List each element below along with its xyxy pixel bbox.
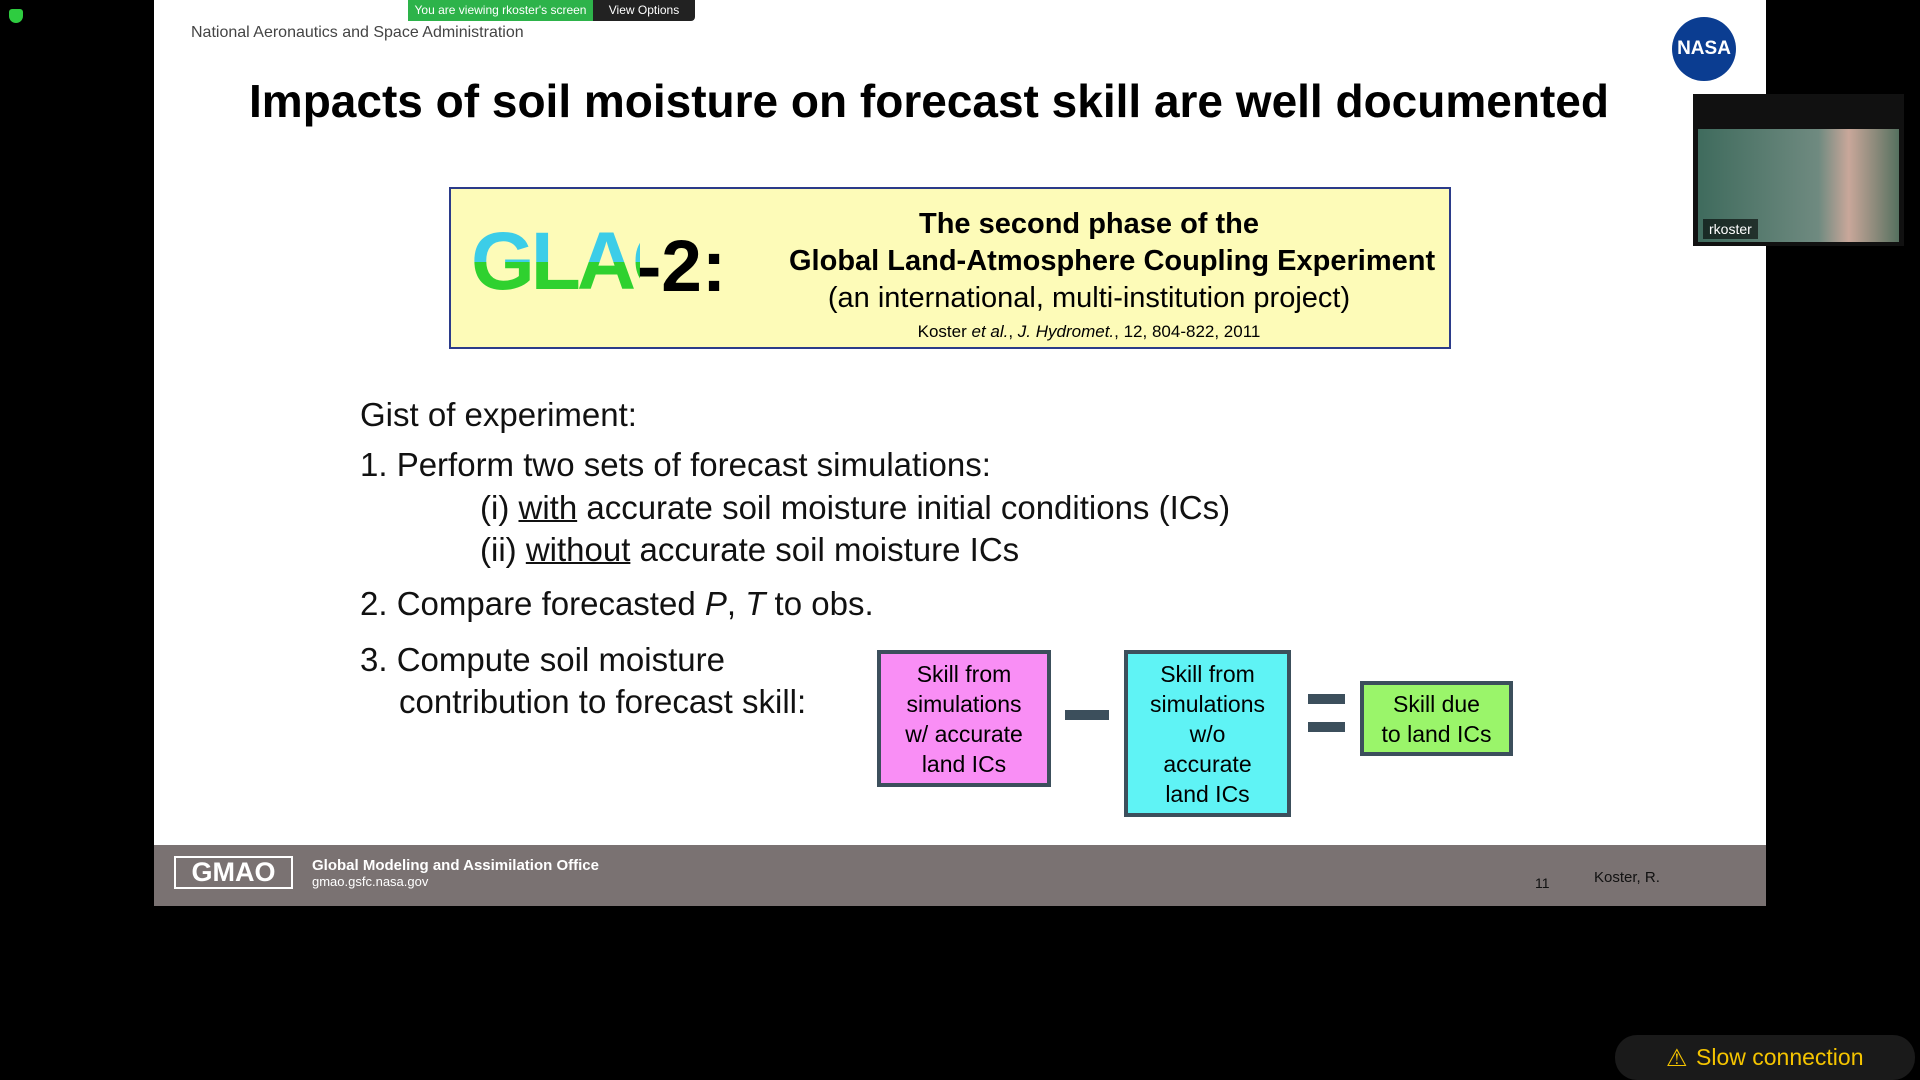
intro: Gist of experiment: [360, 396, 637, 433]
glace-line: Global Land-Atmosphere Coupling Experime… [789, 245, 1436, 277]
glace-suffix: -2: [637, 226, 727, 307]
minus [1065, 710, 1109, 720]
citation-part: , 12, 804-822, 2011 [1114, 322, 1261, 341]
text: (ii) [480, 531, 526, 568]
equals [1308, 722, 1345, 732]
gmao-logo: GMAO [174, 856, 293, 889]
office: Global Modeling and Assimilation Office [312, 857, 599, 874]
footer [154, 845, 1766, 906]
participant-name: rkoster [1703, 219, 1758, 239]
citation: Koster et al., J. Hydromet., 12, 804-822… [789, 322, 1389, 342]
view-options[interactable]: View Options [593, 0, 695, 21]
box-line: land ICs [921, 750, 1007, 777]
text: to obs. [765, 585, 874, 622]
box-line: simulations [1149, 690, 1266, 717]
shield-icon [9, 9, 23, 23]
text: (i) [480, 489, 519, 526]
box-line: w/o [1189, 720, 1226, 747]
text: with [518, 489, 578, 526]
box-line: Skill from [1160, 660, 1255, 687]
glace-line: (an international, multi-institution pro… [827, 282, 1351, 314]
status-text: Slow connection [1696, 1044, 1864, 1070]
box-line: Skill due [1393, 690, 1480, 717]
box-line: accurate [1163, 750, 1252, 777]
item: 2. Compare forecasted P, T to obs. [360, 585, 874, 623]
text: , [726, 585, 746, 622]
text: P [704, 585, 727, 622]
box-line: land ICs [1165, 780, 1250, 807]
page-number: 11 [1535, 875, 1550, 891]
glace-logo: GLACE [471, 214, 742, 310]
box-line: simulations [906, 690, 1022, 717]
slide: National Aeronautics and Space Administr… [154, 0, 1766, 906]
citation-part: Koster [917, 322, 972, 341]
sub-item: (i) with accurate soil moisture initial … [480, 489, 1230, 527]
glace-box [449, 187, 1451, 349]
glace-line: The second phase of the [919, 208, 1259, 240]
box-line: to land ICs [1381, 720, 1492, 747]
text: T [745, 585, 766, 622]
text: 2. Compare forecasted [360, 585, 705, 622]
citation-part: J. Hydromet. [1017, 322, 1115, 341]
citation-part: , [1008, 322, 1018, 341]
item: contribution to forecast skill: [399, 683, 807, 720]
text: without [525, 531, 631, 568]
slide-title: Impacts of soil moisture on forecast ski… [249, 75, 1609, 127]
item: 3. Compute soil moisture [360, 641, 725, 678]
equals [1308, 694, 1345, 704]
viewing-banner: You are viewing rkoster's screen [408, 0, 593, 21]
text: accurate soil moisture initial condition… [577, 489, 1231, 526]
box-line: w/ accurate [905, 720, 1023, 747]
agency: National Aeronautics and Space Administr… [191, 24, 524, 41]
box-without: Skill from simulations w/o accurate land ICs [1124, 650, 1291, 817]
box-line: Skill from [916, 660, 1012, 687]
box-result: Skill due to land ICs [1360, 681, 1513, 756]
item: 1. Perform two sets of forecast simulati… [360, 446, 991, 483]
author: Koster, R. [1594, 869, 1660, 886]
citation-part: et al. [971, 322, 1009, 341]
text: accurate soil moisture ICs [630, 531, 1020, 568]
sub-item: (ii) without accurate soil moisture ICs [480, 531, 1019, 569]
nasa-logo: NASA [1672, 17, 1736, 81]
warning-icon: ⚠ [1666, 1045, 1688, 1072]
status-pill[interactable] [1615, 1035, 1915, 1080]
url: gmao.gsfc.nasa.gov [312, 874, 429, 889]
box-with: Skill from simulations w/ accurate land ICs [877, 650, 1051, 787]
